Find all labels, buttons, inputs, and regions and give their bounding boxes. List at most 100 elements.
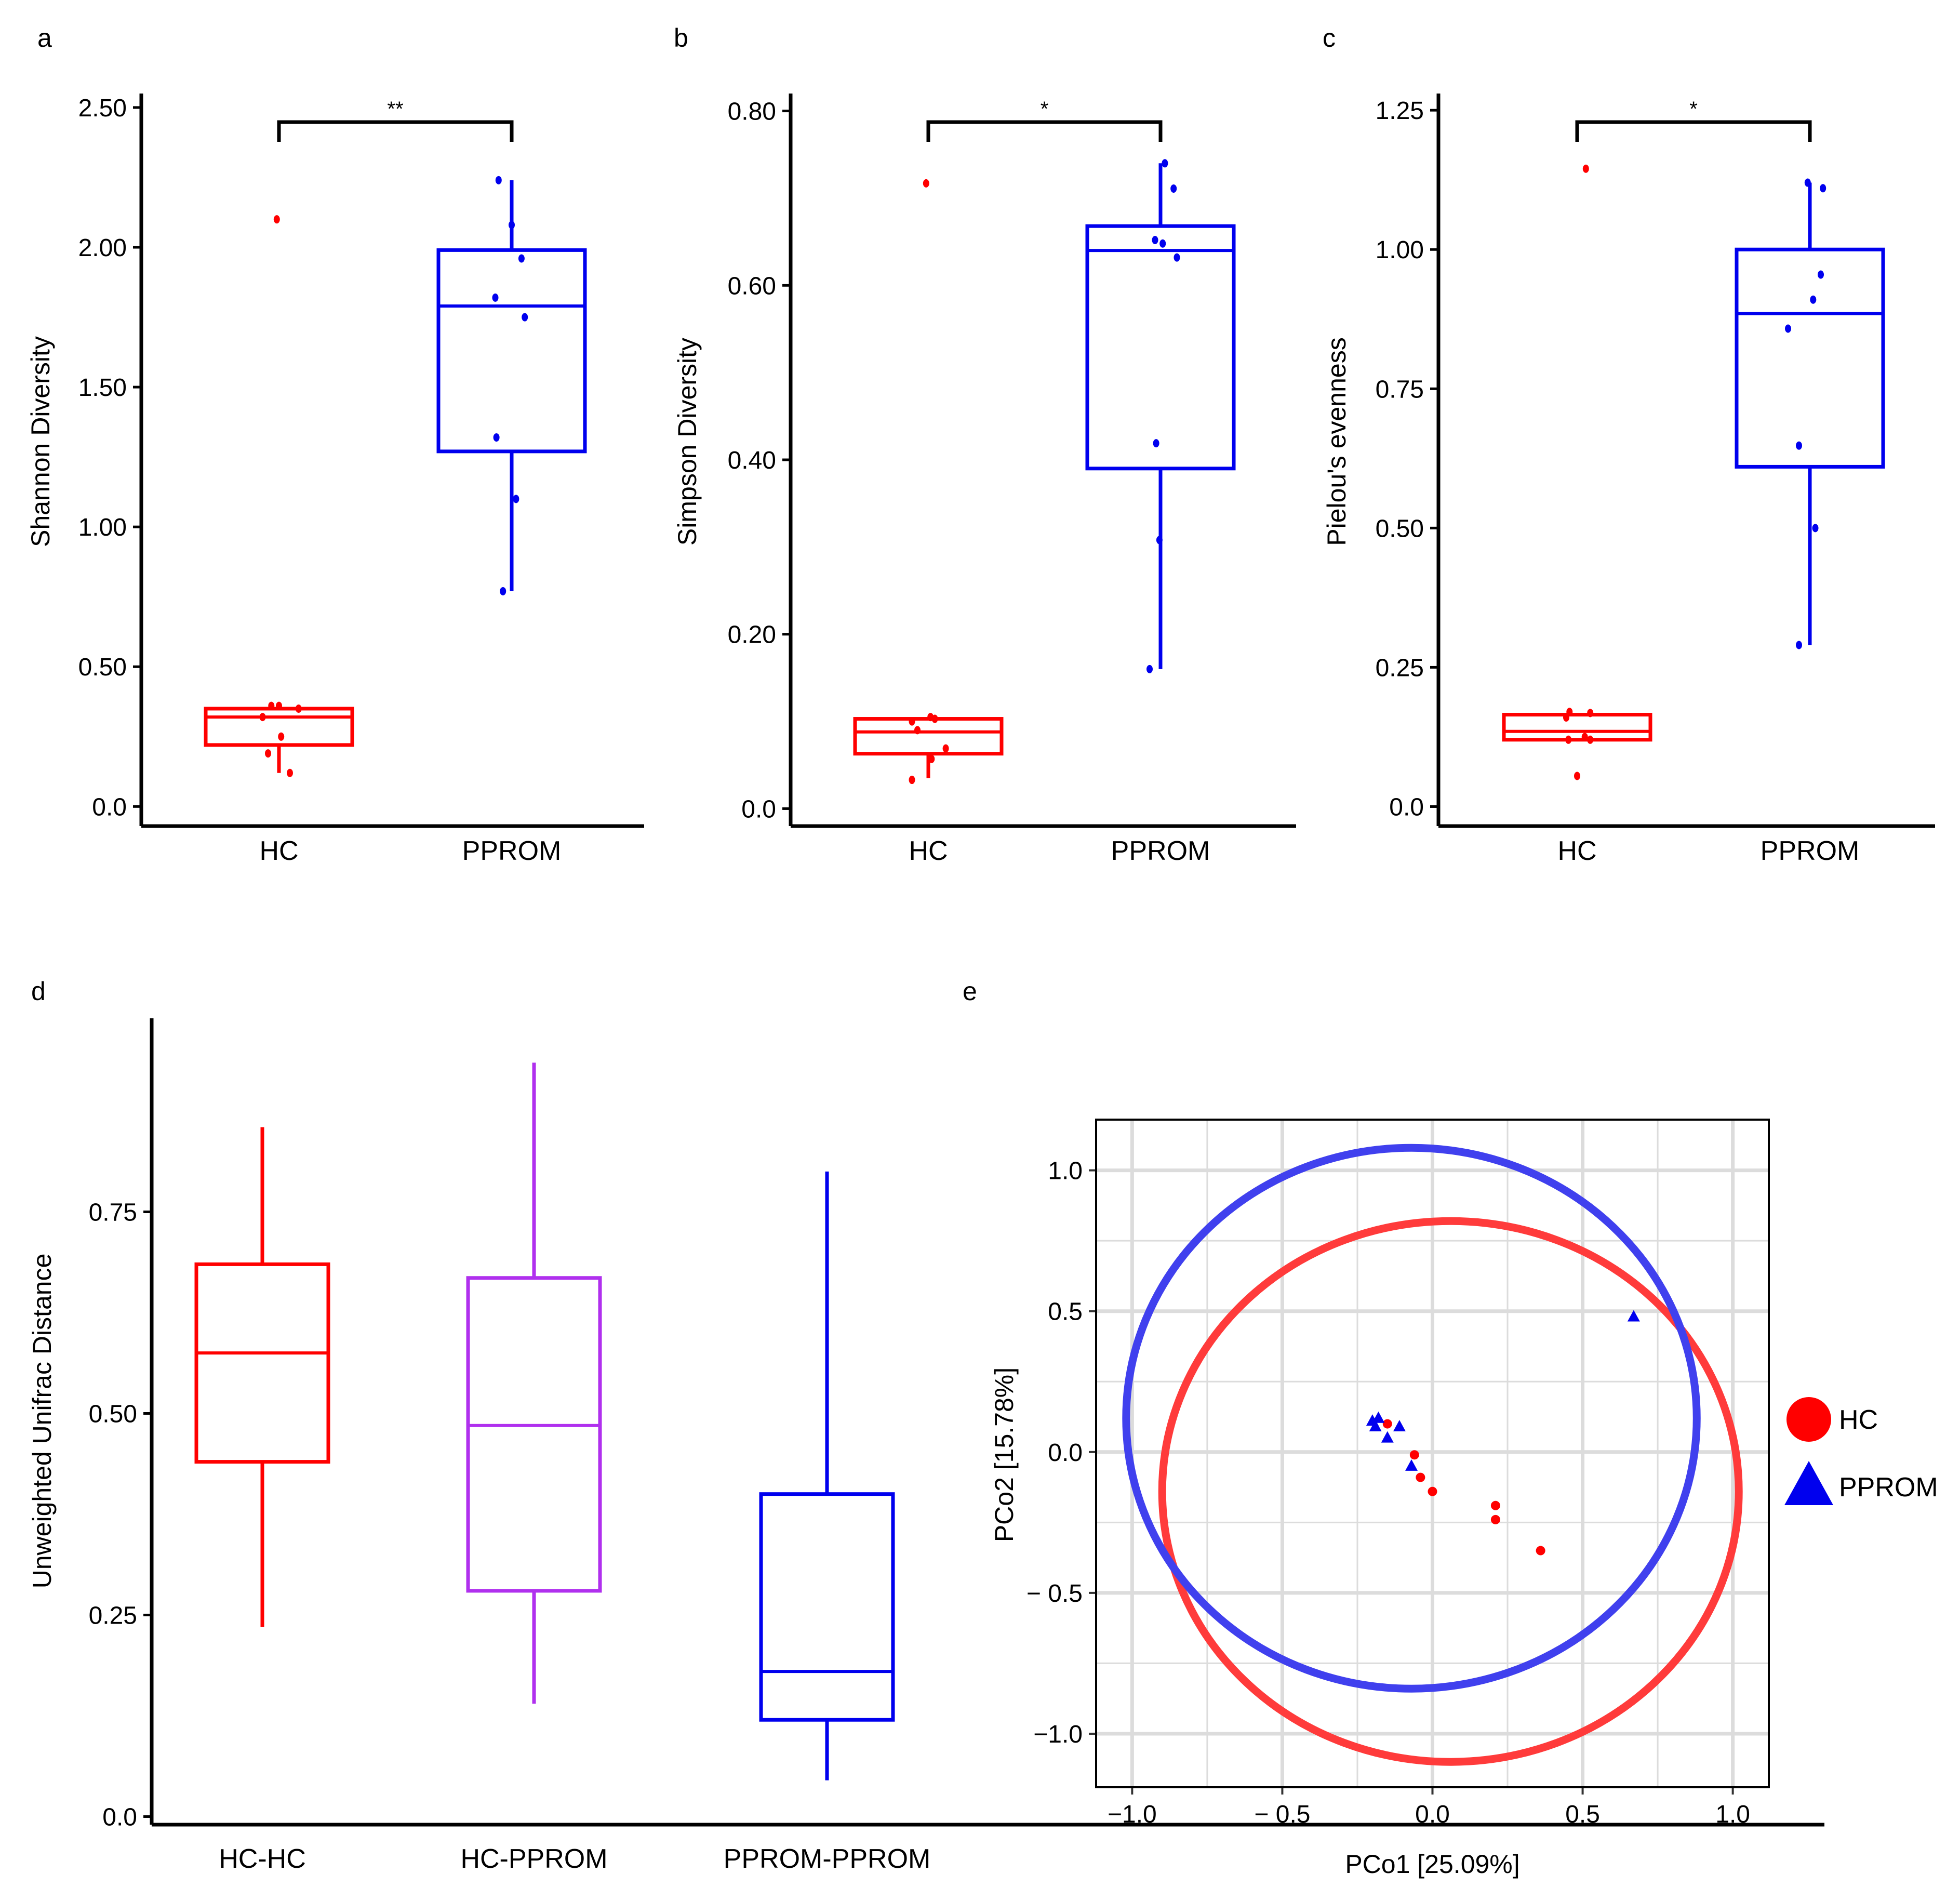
significance-bracket: [926, 120, 1163, 142]
significance-bracket: [1575, 120, 1812, 142]
panel-letter-a: a: [37, 23, 52, 52]
panel-letter-b: b: [674, 23, 688, 52]
panel-c-pielou-chart: 0.0 0.25 0.50 0.75 1.00 1.25 Pielou's evenness…: [1322, 94, 1935, 866]
y-tick-label: 0.25: [89, 1602, 137, 1629]
data-point: [522, 313, 528, 322]
y-tick-label: 0.50: [89, 1400, 137, 1428]
data-point: [513, 495, 519, 503]
box-rect-pprom: [1085, 224, 1236, 471]
data-point: [518, 254, 525, 263]
y-tick-label: 0.0: [741, 795, 776, 823]
y-tick-label: 0.75: [1376, 376, 1424, 403]
x-tick-label: 0.5: [1565, 1801, 1600, 1828]
data-point: [1156, 536, 1163, 544]
y-tick-label: 0.40: [728, 447, 776, 474]
scatter-point-hc: [1416, 1472, 1425, 1482]
data-point: [914, 726, 921, 735]
panel-e-pcoa-chart: −1.0 − 0.5 0.0 0.5 1.0 −1.0 − 0.5 0.0 0.5 1.0 PCo1…: [990, 1119, 1938, 1879]
data-point: [1818, 270, 1824, 279]
data-point: [1581, 733, 1588, 741]
data-point: [1574, 772, 1580, 780]
y-axis-label: Unweighted Unifrac Distance: [28, 1254, 57, 1589]
x-tick-label: −1.0: [1108, 1801, 1157, 1828]
data-point: [276, 701, 282, 710]
data-point: [1810, 295, 1817, 304]
x-category-label: HC: [259, 836, 298, 866]
data-point: [923, 179, 929, 188]
y-tick-label: −1.0: [1033, 1721, 1083, 1748]
y-tick-label: 1.0: [1048, 1158, 1083, 1185]
data-point: [509, 220, 515, 229]
data-point: [1785, 324, 1791, 333]
y-tick-label: 0.0: [102, 1803, 137, 1831]
y-tick-label: 1.25: [1376, 97, 1424, 125]
y-tick-label: 2.00: [78, 234, 127, 262]
significance-label: **: [387, 98, 403, 121]
x-tick-label: − 0.5: [1254, 1801, 1310, 1828]
data-point: [942, 744, 949, 753]
x-category-label: HC: [909, 836, 948, 866]
data-point: [492, 293, 499, 302]
x-tick-label: 0.0: [1415, 1801, 1450, 1828]
data-point: [1174, 253, 1180, 262]
y-tick-label: 0.0: [92, 793, 127, 821]
x-tick-label: 1.0: [1715, 1801, 1750, 1828]
scatter-point-pprom: [1393, 1419, 1406, 1431]
y-tick-label: 0.25: [1376, 654, 1424, 682]
scatter-point-pprom: [1369, 1419, 1382, 1431]
data-point: [1796, 441, 1802, 450]
panel-a-shannon-chart: 0.0 0.50 1.00 1.50 2.00 2.50 Shannon Diversity…: [26, 94, 644, 866]
box-rect-hc-pprom: [466, 1276, 602, 1593]
significance-label: *: [1689, 98, 1698, 121]
y-tick-label: 0.60: [728, 272, 776, 300]
box-rect-pprom-pprom: [759, 1492, 895, 1722]
y-tick-label: 0.50: [1376, 515, 1424, 542]
y-axis-label: Simpson Diversity: [673, 338, 702, 546]
y-tick-label: 2.50: [78, 95, 127, 122]
panel-letter-d: d: [31, 977, 46, 1006]
y-axis-label: PCo2 [15.78%]: [990, 1367, 1019, 1542]
scatter-point-hc: [1490, 1514, 1500, 1524]
data-point: [500, 587, 506, 595]
data-point: [295, 704, 302, 713]
y-tick-label: 1.50: [78, 374, 127, 402]
scatter-point-pprom: [1372, 1411, 1385, 1423]
y-tick-label: 0.80: [728, 98, 776, 126]
data-point: [909, 776, 915, 785]
box-rect-hc-hc: [194, 1262, 330, 1464]
data-point: [495, 176, 502, 184]
x-category-label: PPROM-PPROM: [724, 1844, 931, 1874]
significance-label: *: [1041, 98, 1049, 121]
x-category-label: PPROM: [1761, 836, 1860, 866]
data-point: [268, 701, 275, 710]
panel-letter-e: e: [963, 977, 977, 1006]
data-point: [1159, 239, 1166, 248]
scatter-point-hc: [1428, 1486, 1437, 1496]
y-axis-label: Shannon Diversity: [26, 336, 55, 547]
legend-marker-hc: [1786, 1397, 1831, 1442]
data-point: [259, 713, 266, 722]
legend: HC PPROM: [1784, 1397, 1938, 1505]
scatter-point-hc: [1382, 1419, 1392, 1429]
data-point: [265, 749, 271, 758]
y-tick-label: 1.00: [1376, 236, 1424, 264]
data-point: [1812, 524, 1819, 533]
data-point: [1587, 709, 1594, 717]
data-point: [1566, 708, 1573, 716]
data-point: [1146, 665, 1153, 673]
plot-frame: [1095, 1119, 1770, 1788]
scatter-point-hc: [1409, 1450, 1419, 1460]
data-point: [1796, 641, 1802, 649]
legend-label-hc: HC: [1839, 1405, 1878, 1435]
scatter-point-pprom: [1405, 1459, 1418, 1471]
x-axis-label: PCo1 [25.09%]: [1345, 1850, 1519, 1879]
data-point: [1804, 178, 1811, 187]
confidence-ellipse-pprom: [1122, 1144, 1701, 1693]
y-tick-label: 0.75: [89, 1199, 137, 1226]
legend-marker-pprom: [1784, 1461, 1833, 1505]
y-tick-label: 1.00: [78, 514, 127, 541]
x-category-label: PPROM: [1111, 836, 1210, 866]
scatter-point-pprom: [1381, 1431, 1394, 1443]
data-point: [1563, 713, 1569, 722]
